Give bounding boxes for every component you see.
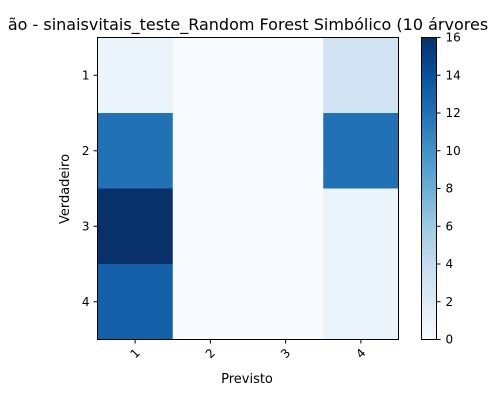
x-tick-label: 4 [353, 346, 368, 361]
colorbar-tick-label: 2 [446, 295, 454, 309]
y-axis-ticks: 1 2 3 4 [82, 68, 98, 309]
chart-title: ão - sinaisvitais_teste_Random Forest Si… [8, 15, 488, 35]
y-tick-label: 2 [82, 144, 90, 158]
colorbar [421, 37, 437, 340]
x-tick-label: 3 [278, 346, 293, 361]
x-axis-ticks: 1 2 3 4 [127, 339, 369, 361]
heatmap-cell [97, 113, 174, 189]
heatmap-cell [248, 37, 324, 114]
y-axis-label: Verdadeiro [58, 154, 73, 224]
heatmap-cell [172, 37, 249, 114]
heatmap-cell [323, 264, 399, 340]
y-tick-label: 4 [82, 295, 90, 309]
colorbar-tick-label: 12 [446, 106, 461, 120]
heatmap-cell [97, 188, 174, 265]
colorbar-tick-label: 4 [446, 257, 454, 271]
colorbar-tick-label: 10 [446, 144, 461, 158]
x-tick-label: 2 [203, 346, 218, 361]
y-tick-label: 3 [82, 219, 90, 233]
colorbar-tick-label: 6 [446, 219, 454, 233]
colorbar-tick-label: 14 [446, 68, 461, 82]
colorbar-tick-label: 8 [446, 182, 454, 196]
heatmap-cell [248, 113, 324, 189]
x-axis-label: Previsto [221, 372, 273, 387]
heatmap-cell [248, 188, 324, 265]
heatmap-cell [97, 264, 174, 340]
x-tick-label: 1 [127, 346, 142, 361]
heatmap-cell [323, 188, 399, 265]
heatmap-cell [323, 113, 399, 189]
heatmap-cell [172, 264, 249, 340]
heatmap-frame [97, 37, 399, 340]
y-tick-label: 1 [82, 68, 90, 82]
heatmap-cell [97, 37, 174, 114]
colorbar-tick-label: 0 [446, 333, 454, 347]
colorbar-tick-label: 16 [446, 31, 461, 45]
heatmap-cell [323, 37, 399, 114]
heatmap-cell [172, 113, 249, 189]
heatmap-cells [97, 37, 399, 340]
heatmap-cell [172, 188, 249, 265]
colorbar-ticks: 0 2 4 6 8 10 12 14 16 [436, 31, 461, 347]
heatmap-cell [248, 264, 324, 340]
